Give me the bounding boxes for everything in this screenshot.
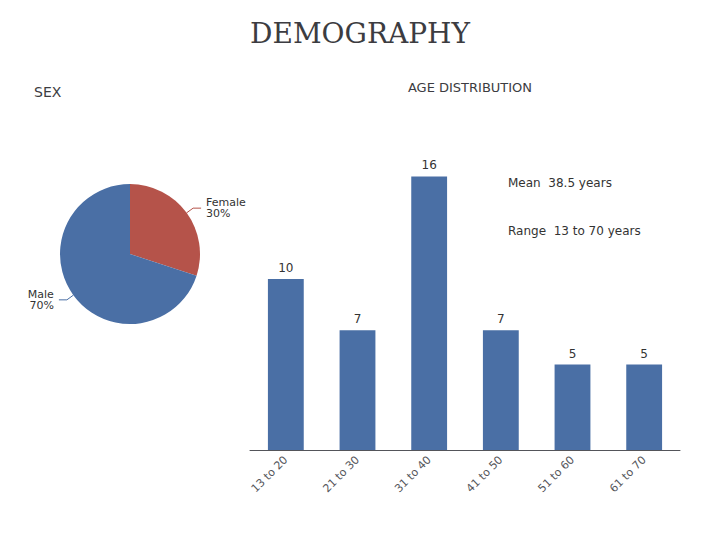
svg-text:16: 16 [422, 158, 437, 172]
svg-text:13 to 20: 13 to 20 [249, 453, 291, 495]
svg-text:Range 13 to 70 years: Range 13 to 70 years [508, 224, 641, 238]
svg-text:SEX: SEX [34, 84, 62, 100]
svg-text:Mean 38.5 years: Mean 38.5 years [508, 176, 612, 190]
svg-text:61 to 70: 61 to 70 [607, 453, 649, 495]
svg-text:7: 7 [354, 312, 362, 326]
svg-text:41 to 50: 41 to 50 [464, 453, 506, 495]
svg-text:DEMOGRAPHY: DEMOGRAPHY [250, 17, 470, 50]
svg-text:5: 5 [569, 347, 577, 361]
svg-text:7: 7 [497, 312, 505, 326]
svg-text:Female: Female [206, 196, 246, 210]
svg-text:21 to 30: 21 to 30 [320, 453, 362, 495]
svg-text:5: 5 [640, 347, 648, 361]
svg-text:10: 10 [278, 261, 293, 275]
svg-text:Male: Male [27, 287, 54, 301]
svg-text:51 to 60: 51 to 60 [535, 453, 577, 495]
svg-text:30%: 30% [206, 207, 230, 220]
svg-text:70%: 70% [29, 299, 53, 312]
svg-text:31 to 40: 31 to 40 [392, 453, 434, 495]
svg-text:AGE DISTRIBUTION: AGE DISTRIBUTION [408, 80, 532, 95]
